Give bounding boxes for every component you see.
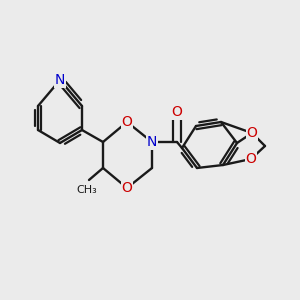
- Text: N: N: [55, 73, 65, 87]
- Text: O: O: [247, 126, 257, 140]
- Text: O: O: [122, 181, 132, 195]
- Text: O: O: [122, 115, 132, 129]
- Text: CH₃: CH₃: [76, 185, 98, 195]
- Text: N: N: [147, 135, 157, 149]
- Text: O: O: [246, 152, 256, 166]
- Text: O: O: [172, 105, 182, 119]
